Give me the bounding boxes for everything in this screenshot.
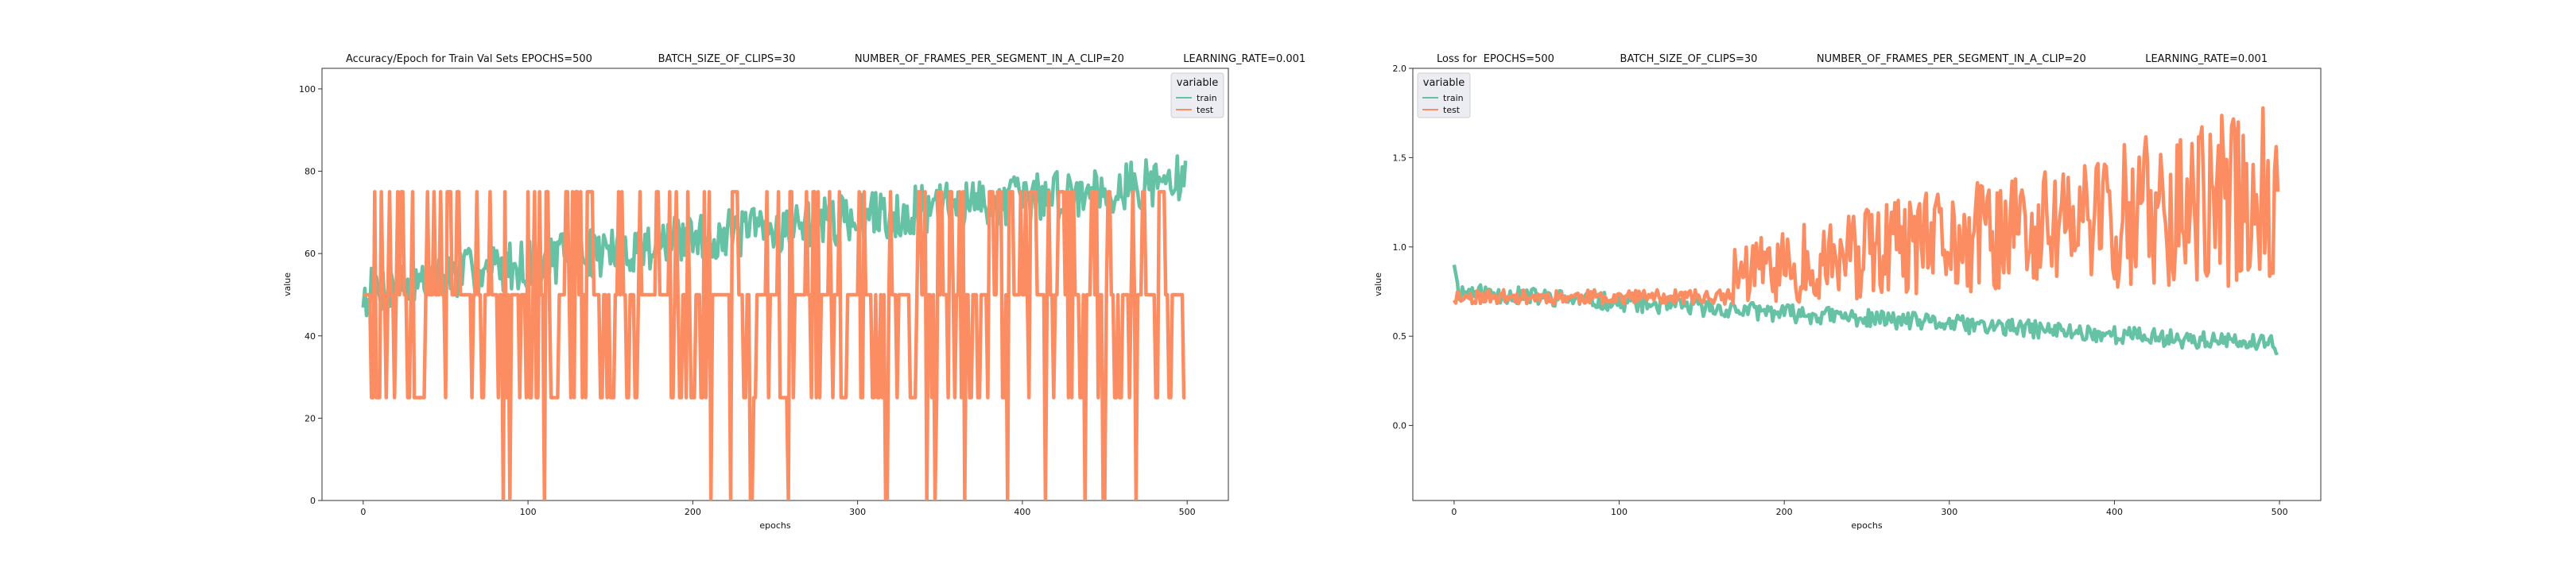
y-axis-label: value [282,272,293,296]
y-tick-label: 60 [305,249,316,259]
chart-2: 0 100 200 300 400 500 0.0 0.5 1.0 1.5 2.0 epochs val… [1373,53,2322,531]
y-tick-label: 0 [310,496,316,506]
y-tick-label: 0.0 [1393,421,1407,431]
legend-entry-test: test [1197,105,1214,115]
x-tick-label: 100 [1611,507,1627,517]
x-tick-label: 500 [1179,507,1196,517]
chart-title: Loss for EPOCHS=500 BATCH_SIZE_OF_CLIPS=… [1437,53,2268,65]
legend-entry-test: test [1443,105,1461,115]
x-tick-label: 300 [1941,507,1957,517]
y-tick-label: 20 [305,413,316,423]
x-tick-label: 400 [2106,507,2123,517]
y-tick-label: 1.0 [1393,242,1407,253]
x-tick-label: 200 [685,507,701,517]
plot-area [1412,68,2322,501]
x-tick-label: 100 [520,507,537,517]
x-tick-label: 300 [849,507,866,517]
legend-title: variable [1177,77,1218,89]
series-line-test [363,190,1186,500]
legend-box [1170,72,1224,118]
x-tick-label: 500 [2271,507,2288,517]
y-axis-label: value [1373,272,1383,296]
y-tick-label: 0.5 [1393,331,1407,342]
series-line-test [1452,106,2280,306]
x-axis-label: epochs [1851,520,1882,531]
x-tick-label: 0 [360,507,366,517]
y-tick-label: 1.5 [1393,153,1407,163]
legend-title: variable [1423,77,1465,89]
y-tick-label: 2.0 [1393,64,1407,74]
chart-title: Accuracy/Epoch for Train Val Sets EPOCHS… [346,53,1305,65]
x-tick-label: 400 [1014,507,1030,517]
y-tick-label: 100 [299,84,316,95]
x-tick-label: 200 [1776,507,1793,517]
y-tick-label: 80 [305,167,316,177]
legend-entry-train: train [1443,93,1464,103]
x-tick-label: 0 [1451,507,1457,517]
legend: variable train test [1417,72,1471,118]
x-axis-label: epochs [759,520,790,531]
legend: variable train test [1170,72,1224,118]
legend-box [1417,72,1471,118]
legend-entry-train: train [1197,93,1217,103]
chart-1: 0 100 200 300 400 500 0 20 40 60 80 100 epochs value A… [282,53,1305,531]
y-tick-label: 40 [305,331,316,342]
